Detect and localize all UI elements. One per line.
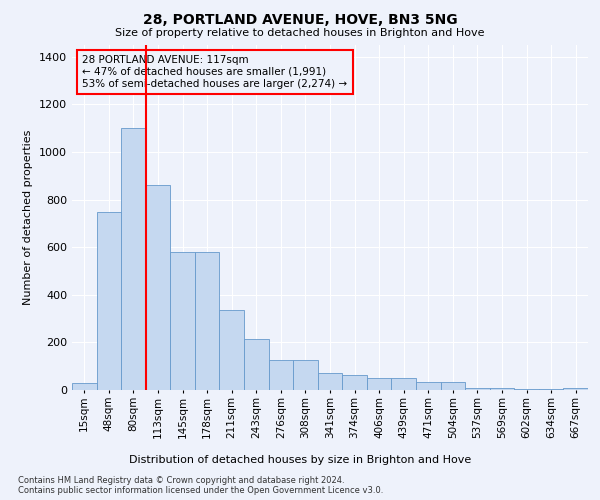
Bar bbox=[244, 339, 269, 390]
Bar bbox=[490, 388, 514, 390]
Bar bbox=[416, 382, 440, 390]
Bar bbox=[269, 360, 293, 390]
Bar bbox=[563, 388, 588, 390]
Bar bbox=[195, 252, 220, 390]
Bar bbox=[170, 252, 195, 390]
Bar bbox=[367, 378, 391, 390]
Bar bbox=[293, 360, 318, 390]
Bar bbox=[391, 378, 416, 390]
Bar bbox=[440, 382, 465, 390]
Bar bbox=[465, 388, 490, 390]
Y-axis label: Number of detached properties: Number of detached properties bbox=[23, 130, 34, 305]
Bar bbox=[220, 310, 244, 390]
Text: Contains HM Land Registry data © Crown copyright and database right 2024.
Contai: Contains HM Land Registry data © Crown c… bbox=[18, 476, 383, 495]
Bar bbox=[514, 389, 539, 390]
Bar bbox=[146, 186, 170, 390]
Bar bbox=[342, 374, 367, 390]
Bar bbox=[97, 212, 121, 390]
Text: 28 PORTLAND AVENUE: 117sqm
← 47% of detached houses are smaller (1,991)
53% of s: 28 PORTLAND AVENUE: 117sqm ← 47% of deta… bbox=[82, 56, 347, 88]
Text: Distribution of detached houses by size in Brighton and Hove: Distribution of detached houses by size … bbox=[129, 455, 471, 465]
Bar bbox=[539, 389, 563, 390]
Text: Size of property relative to detached houses in Brighton and Hove: Size of property relative to detached ho… bbox=[115, 28, 485, 38]
Bar bbox=[72, 383, 97, 390]
Bar bbox=[121, 128, 146, 390]
Bar bbox=[318, 374, 342, 390]
Text: 28, PORTLAND AVENUE, HOVE, BN3 5NG: 28, PORTLAND AVENUE, HOVE, BN3 5NG bbox=[143, 12, 457, 26]
